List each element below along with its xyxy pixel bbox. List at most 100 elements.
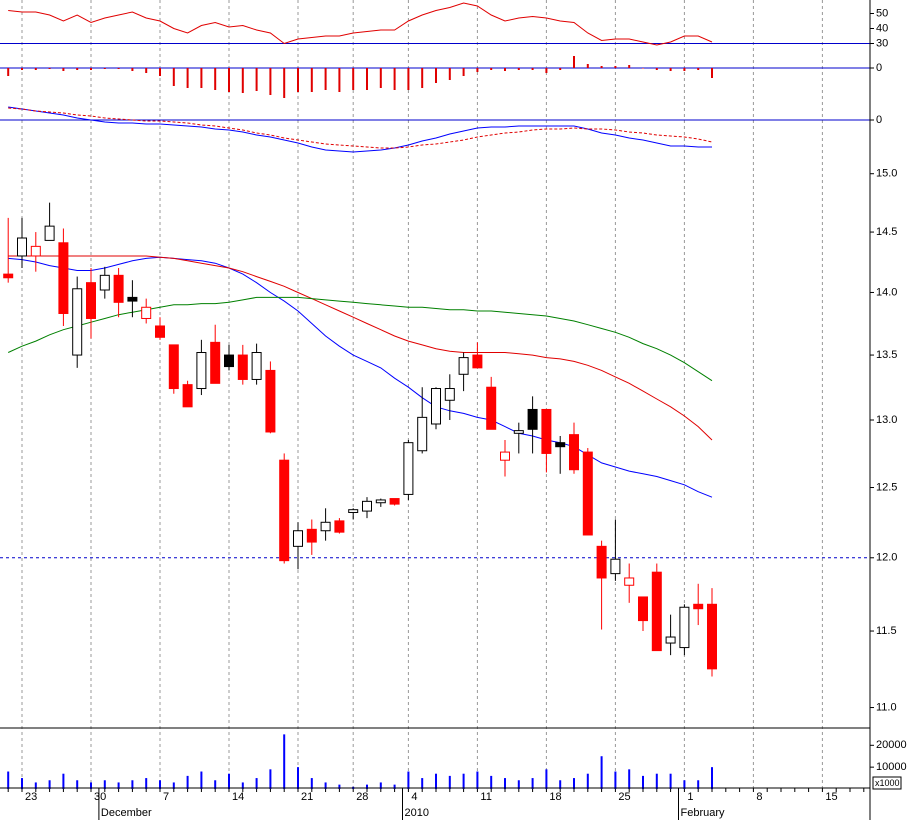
y-tick-label: 13.0: [876, 414, 897, 426]
bar: [269, 68, 272, 95]
bar: [21, 68, 23, 70]
y-tick-label: 14.0: [876, 286, 897, 298]
bar: [504, 778, 506, 789]
y-tick-label: 14.5: [876, 226, 897, 238]
candle-body: [472, 354, 483, 369]
bar: [545, 769, 548, 789]
candle-body: [403, 442, 414, 495]
candle-body: [44, 225, 55, 241]
candle-body: [86, 282, 96, 319]
candle-body: [486, 386, 497, 430]
bar: [159, 68, 161, 76]
bar: [324, 68, 327, 90]
bar: [697, 780, 700, 789]
bar: [62, 773, 65, 789]
x-tick-label: 28: [356, 791, 368, 803]
candle-body: [389, 498, 400, 505]
y-tick-label: 13.5: [876, 349, 897, 361]
candle-body: [362, 500, 372, 512]
bar: [200, 771, 203, 789]
bar: [683, 68, 686, 71]
bar: [186, 68, 189, 88]
indicator-line: [8, 106, 712, 153]
y-tick-label: 30: [876, 37, 888, 49]
bar: [545, 68, 548, 73]
bar: [34, 782, 37, 789]
bar: [200, 68, 203, 88]
candle-body: [17, 237, 27, 257]
x-tick-label: 8: [756, 791, 762, 803]
bar: [283, 734, 286, 789]
candle-body: [237, 354, 248, 380]
x-tick-label: 21: [301, 791, 313, 803]
candle-body: [431, 388, 441, 425]
bar: [711, 68, 713, 78]
candle-body: [541, 408, 552, 454]
bar: [48, 68, 51, 69]
bar: [310, 68, 313, 92]
bar: [228, 68, 230, 92]
candle-body: [458, 357, 469, 375]
x-tick-label: 23: [25, 791, 37, 803]
bar: [131, 68, 134, 71]
bar: [214, 68, 217, 90]
bar: [48, 780, 51, 789]
bar: [448, 68, 451, 80]
bar: [21, 778, 23, 789]
moving-average: [8, 256, 713, 498]
bar: [62, 68, 65, 71]
bar: [421, 778, 424, 789]
candle-body: [444, 388, 455, 401]
x-tick-label: 25: [618, 791, 630, 803]
candle-body: [651, 571, 662, 652]
bar: [172, 782, 175, 789]
bar: [476, 68, 479, 72]
bar: [462, 68, 465, 76]
candle-body: [210, 341, 221, 384]
bar: [669, 68, 672, 71]
bar: [531, 68, 534, 70]
y-tick-label: 12.0: [876, 552, 897, 564]
bar: [228, 773, 230, 789]
bar: [448, 775, 451, 789]
bar: [34, 68, 37, 70]
bar: [103, 68, 106, 69]
y-tick-label: 0: [876, 114, 882, 126]
candle-body: [182, 384, 193, 408]
bar: [628, 769, 631, 789]
candle-body: [500, 451, 510, 461]
bar: [600, 66, 603, 68]
bar: [655, 773, 658, 789]
bar: [241, 68, 244, 93]
bar: [504, 68, 506, 71]
bar: [490, 775, 493, 789]
bar: [559, 68, 562, 70]
bar: [655, 68, 658, 70]
candle-body: [334, 520, 345, 533]
bar: [435, 773, 437, 789]
bar: [628, 65, 631, 68]
candle-body: [569, 434, 579, 471]
bar: [614, 66, 617, 68]
bar: [642, 68, 644, 69]
bar: [379, 68, 382, 88]
candle-body: [113, 274, 124, 303]
y-tick-label: 11.0: [876, 701, 897, 713]
candle-body: [196, 352, 207, 390]
bar: [407, 771, 410, 789]
unit-label: x1000: [875, 778, 900, 788]
candle-body: [265, 369, 276, 433]
bar: [297, 68, 299, 92]
bar: [145, 68, 148, 73]
y-tick-label: 10000: [876, 761, 907, 773]
bar: [517, 68, 520, 70]
bar: [393, 68, 396, 90]
x-tick-label: 4: [411, 791, 417, 803]
bar: [145, 778, 148, 789]
bar: [600, 756, 603, 789]
candle-body: [679, 606, 690, 649]
candle-body: [3, 273, 14, 279]
